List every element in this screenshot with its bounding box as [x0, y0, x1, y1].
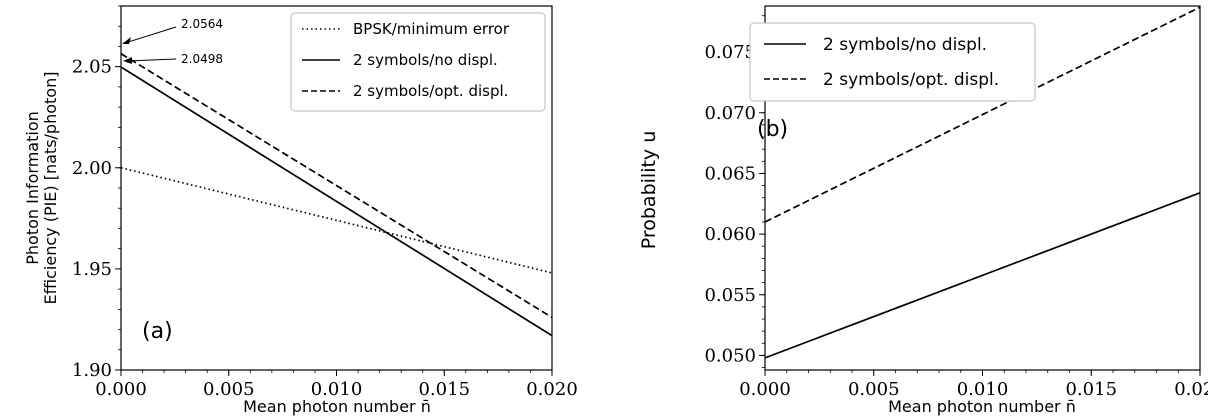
panel-a-x-tick-label: 0.020	[526, 379, 578, 400]
x-axis-label-a: Mean photon number n̄	[243, 397, 431, 416]
legend-box	[290, 12, 546, 112]
panel-b-ticks: 0.000 0.005 0.010 0.015 0.020 0.050 0.055 0.060…	[704, 15, 1208, 400]
panel-b-y-tick-label: 0.075	[704, 42, 756, 63]
x-axis-label-b: Mean photon number n̄	[888, 397, 1076, 416]
annotation-arrowhead-2-0564	[122, 37, 131, 44]
panel-b-x-tick-label: 0.020	[1174, 379, 1208, 400]
panel-a-ticks: 0.000 0.005 0.010 0.015 0.020 1.90 1.95 2.00 2.0…	[72, 5, 578, 400]
panel-a-y-tick-label: 2.05	[72, 57, 112, 78]
annotation-2-0498: 2.0498	[181, 52, 223, 66]
panel-b-y-tick-label: 0.070	[704, 103, 756, 124]
panel-label-a: (a)	[142, 319, 173, 344]
panel-a-y-tick-label: 1.95	[72, 259, 112, 280]
panel-b-x-tick-label: 0.015	[1065, 379, 1117, 400]
y-axis-label-a-line2: Efficiency (PIE) [nats/photon]	[41, 72, 60, 305]
y-axis-label-b: Probability u	[638, 131, 660, 250]
panel-b-series-dashed-line	[764, 6, 1201, 223]
panel-a-frame	[120, 5, 553, 371]
panel-a-series-dotted-line	[120, 166, 553, 274]
chart-panel-a: 0.000 0.005 0.010 0.015 0.020 1.90 1.95 2.00 2.0…	[23, 5, 578, 416]
panel-a-x-tick-label: 0.010	[311, 379, 363, 400]
annotation-arrow-2-0564	[124, 26, 177, 44]
legend-entry-1: 2 symbols/no displ.	[353, 51, 498, 69]
y-axis-label-a-line1: Photon Information	[23, 111, 42, 264]
panel-a-legend: BPSK/minimum error 2 symbols/no displ. 2…	[290, 12, 546, 112]
panel-a-y-tick-label: 1.90	[72, 360, 112, 381]
panel-a-series-solid-line	[120, 66, 553, 337]
legend-box-b	[749, 22, 1036, 102]
chart-panel-b: 0.000 0.005 0.010 0.015 0.020 0.050 0.055 0.060…	[638, 5, 1208, 416]
panel-a-x-tick-label: 0.015	[418, 379, 470, 400]
legend-entry-2: 2 symbols/opt. displ.	[353, 82, 508, 100]
panel-b-x-tick-label: 0.005	[848, 379, 900, 400]
panel-b-series-solid-line	[764, 192, 1201, 359]
panel-a-x-tick-label: 0.005	[203, 379, 255, 400]
legend-entry-b-0: 2 symbols/no displ.	[823, 35, 987, 55]
panel-a-y-tick-label: 2.00	[72, 158, 112, 179]
panel-b-y-tick-label: 0.050	[704, 345, 756, 366]
panel-b-y-tick-label: 0.055	[704, 285, 756, 306]
panel-a-x-tick-label: 0.000	[95, 379, 147, 400]
annotation-arrowhead-2-0498	[123, 57, 132, 64]
panel-a-series	[120, 52, 553, 337]
panel-label-b: (b)	[757, 117, 788, 142]
panel-b-series	[764, 6, 1201, 359]
panel-b-y-tick-label: 0.065	[704, 163, 756, 184]
panel-b-y-tick-label: 0.060	[704, 224, 756, 245]
panel-b-x-tick-label: 0.010	[957, 379, 1009, 400]
legend-entry-b-1: 2 symbols/opt. displ.	[823, 70, 999, 90]
legend-entry-0: BPSK/minimum error	[353, 20, 510, 38]
panel-b-legend: 2 symbols/no displ. 2 symbols/opt. displ…	[749, 22, 1036, 102]
panel-a-annotations: 2.0564 2.0498	[122, 17, 223, 66]
annotation-2-0564: 2.0564	[181, 17, 223, 31]
panel-b-x-tick-label: 0.000	[739, 379, 791, 400]
panel-b-frame	[764, 5, 1201, 371]
annotation-arrow-2-0498	[126, 58, 177, 62]
panel-a-series-dashed-line	[120, 52, 553, 319]
